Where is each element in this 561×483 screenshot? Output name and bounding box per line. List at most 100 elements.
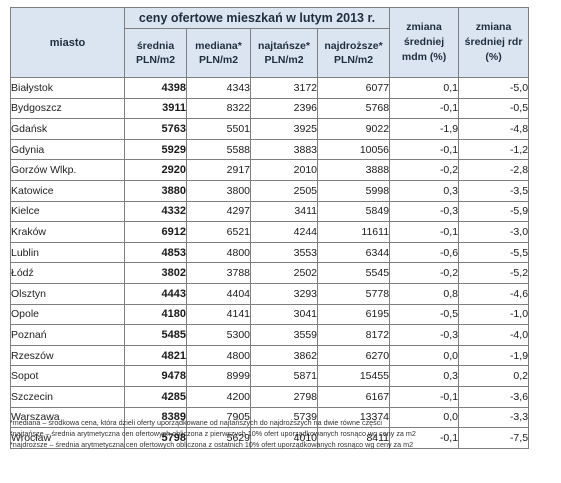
cell-average: 2920 — [124, 159, 187, 181]
header-city: miasto — [10, 7, 125, 78]
cell-change-mdm: -0,3 — [389, 200, 460, 223]
cell-median: 4343 — [186, 77, 251, 99]
cell-average: 5763 — [124, 118, 187, 140]
table-row: Kraków 6912 6521 4244 11611 -0,1 -3,0 — [10, 221, 530, 243]
cell-average: 4821 — [124, 344, 187, 367]
cell-cheapest: 3883 — [250, 138, 318, 161]
cell-city: Białystok — [10, 77, 125, 99]
table-row: Warszawa 8389 7905 5739 13374 0,0 -3,3 — [10, 406, 530, 429]
cell-most-expensive: 5768 — [316, 97, 391, 120]
table-row: Opole 4180 4141 3041 6195 -0,5 -1,0 — [10, 303, 530, 326]
cell-average: 4443 — [124, 282, 187, 305]
cell-change-rdr: -3,6 — [458, 385, 530, 408]
cell-median: 4200 — [186, 385, 251, 408]
price-table: miasto ceny ofertowe mieszkań w lutym 20… — [10, 7, 530, 449]
cell-change-rdr: -7,5 — [458, 427, 530, 449]
cell-change-rdr: -1,9 — [458, 344, 530, 367]
cell-change-rdr: -0,5 — [458, 97, 530, 120]
cell-cheapest: 3041 — [250, 303, 318, 326]
cell-city: Kielce — [10, 200, 125, 223]
cell-change-mdm: 0,0 — [389, 344, 460, 367]
table-row: Wrocław 5798 5629 4010 8411 -0,1 -7,5 — [10, 427, 530, 449]
cell-change-mdm: -0,1 — [389, 97, 460, 120]
cell-average: 5485 — [124, 324, 187, 346]
cell-cheapest: 3172 — [250, 77, 318, 99]
cell-change-mdm: -0,1 — [389, 138, 460, 161]
table-row: Bydgoszcz 3911 8322 2396 5768 -0,1 -0,5 — [10, 97, 530, 120]
cell-city: Gorzów Wlkp. — [10, 159, 125, 181]
cell-city: Warszawa — [10, 406, 125, 429]
cell-most-expensive: 6344 — [316, 241, 391, 264]
cell-most-expensive: 5998 — [316, 179, 391, 202]
cell-change-mdm: -0,6 — [389, 241, 460, 264]
cell-cheapest: 3559 — [250, 324, 318, 346]
cell-change-mdm: 0,1 — [389, 77, 460, 99]
cell-change-rdr: -1,2 — [458, 138, 530, 161]
cell-cheapest: 2010 — [250, 159, 318, 181]
cell-average: 4180 — [124, 303, 187, 326]
table-row: Poznań 5485 5300 3559 8172 -0,3 -4,0 — [10, 324, 530, 346]
cell-median: 2917 — [186, 159, 251, 181]
cell-change-rdr: -3,5 — [458, 179, 530, 202]
header-most-expensive: najdroższe* PLN/m2 — [316, 28, 391, 78]
cell-median: 6521 — [186, 221, 251, 243]
cell-change-mdm: -0,1 — [389, 427, 460, 449]
cell-change-rdr: -3,3 — [458, 406, 530, 429]
cell-average: 9478 — [124, 365, 187, 387]
cell-median: 4404 — [186, 282, 251, 305]
cell-city: Sopot — [10, 365, 125, 387]
cell-median: 5629 — [186, 427, 251, 449]
cell-cheapest: 3925 — [250, 118, 318, 140]
cell-most-expensive: 10056 — [316, 138, 391, 161]
cell-most-expensive: 6270 — [316, 344, 391, 367]
cell-median: 4141 — [186, 303, 251, 326]
header-median: mediana* PLN/m2 — [186, 28, 251, 78]
cell-median: 8999 — [186, 365, 251, 387]
cell-city: Katowice — [10, 179, 125, 202]
cell-change-rdr: -4,8 — [458, 118, 530, 140]
cell-average: 5798 — [124, 427, 187, 449]
cell-change-mdm: -0,1 — [389, 221, 460, 243]
table-row: Rzeszów 4821 4800 3862 6270 0,0 -1,9 — [10, 344, 530, 367]
cell-most-expensive: 13374 — [316, 406, 391, 429]
cell-cheapest: 4010 — [250, 427, 318, 449]
cell-median: 4297 — [186, 200, 251, 223]
cell-median: 5300 — [186, 324, 251, 346]
cell-cheapest: 3293 — [250, 282, 318, 305]
cell-change-mdm: 0,0 — [389, 406, 460, 429]
cell-city: Szczecin — [10, 385, 125, 408]
cell-cheapest: 3553 — [250, 241, 318, 264]
table-row: Sopot 9478 8999 5871 15455 0,3 0,2 — [10, 365, 530, 387]
cell-change-mdm: 0,3 — [389, 365, 460, 387]
cell-change-rdr: -5,0 — [458, 77, 530, 99]
cell-city: Lublin — [10, 241, 125, 264]
cell-change-rdr: -3,0 — [458, 221, 530, 243]
table-row: Kielce 4332 4297 3411 5849 -0,3 -5,9 — [10, 200, 530, 223]
cell-median: 3788 — [186, 262, 251, 284]
cell-city: Łódź — [10, 262, 125, 284]
header-city-label: miasto — [49, 36, 86, 49]
cell-most-expensive: 6077 — [316, 77, 391, 99]
cell-change-rdr: -5,5 — [458, 241, 530, 264]
cell-cheapest: 2505 — [250, 179, 318, 202]
cell-city: Rzeszów — [10, 344, 125, 367]
cell-city: Olsztyn — [10, 282, 125, 305]
cell-change-mdm: -0,5 — [389, 303, 460, 326]
cell-change-mdm: -1,9 — [389, 118, 460, 140]
cell-change-rdr: -2,8 — [458, 159, 530, 181]
cell-change-mdm: 0,3 — [389, 179, 460, 202]
cell-change-rdr: -4,0 — [458, 324, 530, 346]
cell-change-rdr: -4,6 — [458, 282, 530, 305]
footnote-median: *mediana – środkowa cena, która dzieli o… — [10, 418, 382, 427]
footnote-cheapest: *najtańsze – średnia arytmetyczna cen of… — [10, 429, 416, 438]
header-price-group-label: ceny ofertowe mieszkań w lutym 2013 r. — [138, 11, 376, 25]
cell-cheapest: 2396 — [250, 97, 318, 120]
cell-most-expensive: 8411 — [316, 427, 391, 449]
cell-most-expensive: 11611 — [316, 221, 391, 243]
cell-city: Opole — [10, 303, 125, 326]
header-price-group: ceny ofertowe mieszkań w lutym 2013 r. — [123, 7, 391, 29]
table-row: Lublin 4853 4800 3553 6344 -0,6 -5,5 — [10, 241, 530, 264]
cell-change-rdr: -5,2 — [458, 262, 530, 284]
table-body: Białystok 4398 4343 3172 6077 0,1 -5,0 Bydgoszc… — [10, 77, 530, 449]
table-row: Katowice 3880 3800 2505 5998 0,3 -3,5 — [10, 179, 530, 202]
